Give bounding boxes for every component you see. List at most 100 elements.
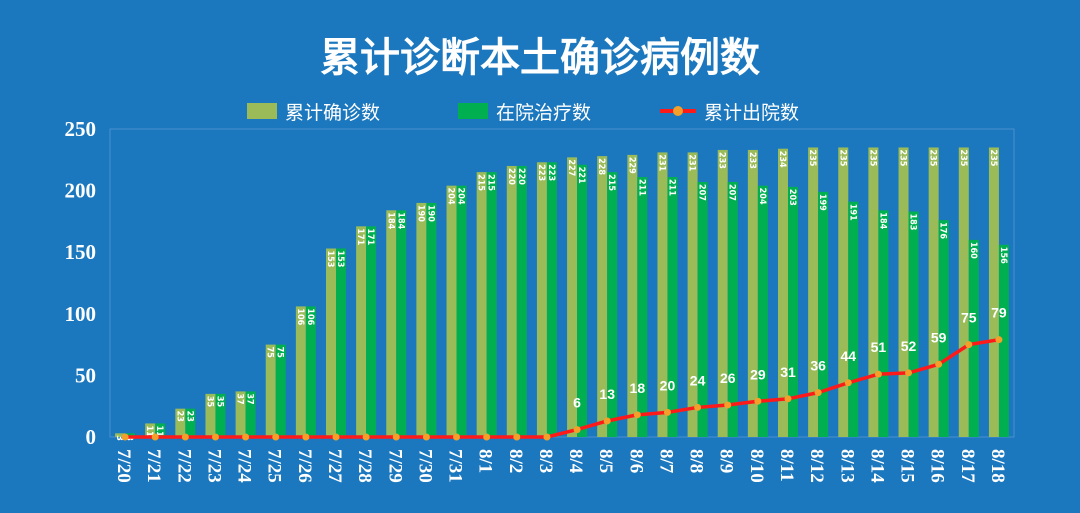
bar-label-hospitalized: 171 [365, 228, 375, 245]
bar-label-hospitalized: 215 [486, 174, 496, 191]
bar-label-hospitalized: 211 [636, 179, 646, 196]
legend-item-confirmed: 累计确诊数 [247, 97, 380, 125]
legend-item-hospitalized: 在院治疗数 [458, 97, 591, 125]
bar-label-hospitalized: 221 [576, 167, 586, 184]
bar-label-hospitalized: 203 [787, 189, 797, 206]
bar-hospitalized [396, 210, 407, 437]
bar-confirmed [778, 148, 788, 437]
bar-label-confirmed: 234 [777, 151, 787, 168]
bar-label-confirmed: 227 [566, 159, 576, 176]
bar-hospitalized [697, 181, 708, 437]
bar-hospitalized [667, 177, 678, 437]
bar-confirmed [356, 226, 367, 437]
point-discharged [242, 433, 250, 441]
point-discharged [302, 433, 310, 441]
bar-hospitalized [336, 248, 346, 437]
bar-label-hospitalized: 190 [425, 205, 435, 222]
x-tick-label: 8/8 [686, 449, 707, 473]
point-discharged [663, 408, 671, 416]
bar-label-hospitalized: 204 [456, 188, 466, 205]
bar-label-hospitalized: 156 [998, 247, 1008, 264]
bar-label-confirmed: 231 [687, 154, 697, 171]
bar-confirmed [687, 152, 698, 437]
bar-label-hospitalized: 215 [606, 174, 616, 191]
bar-hospitalized [215, 393, 226, 437]
point-label-discharged: 20 [660, 377, 676, 393]
point-discharged [181, 433, 189, 441]
bar-label-confirmed: 229 [626, 157, 636, 174]
bar-label-confirmed: 235 [898, 149, 908, 166]
bar-label-confirmed: 233 [747, 152, 757, 169]
bar-confirmed [416, 202, 427, 437]
bar-hospitalized [938, 220, 949, 437]
bar-confirmed [958, 147, 969, 438]
bar-label-hospitalized: 153 [335, 251, 345, 268]
bar-label-confirmed: 3 [114, 435, 124, 441]
point-discharged [784, 395, 792, 403]
bar-label-hospitalized: 207 [727, 184, 737, 201]
x-tick-label: 8/16 [927, 449, 948, 483]
x-tick-label: 8/18 [987, 449, 1008, 483]
y-tick-label: 200 [65, 179, 97, 203]
x-tick-label: 8/6 [625, 449, 646, 473]
y-tick-label: 50 [75, 363, 96, 387]
bar-confirmed [868, 147, 879, 438]
legend-label-confirmed: 累计确诊数 [285, 101, 381, 124]
x-tick-label: 7/24 [234, 449, 255, 483]
bar-hospitalized [486, 172, 497, 437]
bar-label-confirmed: 223 [536, 164, 546, 181]
point-discharged [513, 433, 521, 441]
x-tick-label: 8/9 [716, 449, 737, 473]
x-tick-label: 8/10 [746, 449, 767, 483]
point-label-discharged: 24 [690, 372, 706, 388]
bar-confirmed [627, 154, 638, 437]
bar-confirmed [597, 156, 608, 437]
x-tick-label: 7/29 [384, 449, 405, 483]
point-label-discharged: 13 [599, 386, 615, 402]
bar-label-confirmed: 215 [476, 174, 486, 191]
bar-hospitalized [275, 344, 286, 437]
point-discharged [935, 360, 943, 368]
bar-hospitalized [757, 185, 768, 437]
bar-label-hospitalized: 223 [546, 164, 556, 181]
bar-hospitalized [607, 172, 618, 437]
x-tick-label: 7/31 [445, 449, 466, 483]
point-discharged [483, 433, 491, 441]
point-label-discharged: 51 [871, 339, 887, 355]
bar-label-confirmed: 235 [958, 149, 968, 166]
bar-confirmed [326, 248, 336, 437]
point-discharged [543, 433, 551, 441]
bar-confirmed [175, 408, 186, 437]
point-discharged [422, 433, 430, 441]
bar-hospitalized [245, 391, 256, 437]
bar-confirmed [898, 147, 909, 438]
point-discharged [121, 433, 129, 441]
point-discharged [724, 401, 732, 409]
x-tick-label: 8/2 [505, 449, 526, 473]
line-discharged [125, 337, 1000, 439]
x-tick-label: 7/23 [203, 449, 224, 483]
bar-hospitalized [637, 177, 648, 437]
bar-hospitalized [456, 185, 467, 437]
x-tick-label: 7/30 [414, 449, 435, 483]
bar-hospitalized [727, 181, 738, 437]
bar-label-confirmed: 220 [506, 168, 516, 185]
point-label-discharged: 6 [573, 395, 581, 411]
point-discharged [272, 433, 280, 441]
point-discharged [874, 370, 882, 378]
bar-confirmed [446, 185, 457, 437]
bar-label-confirmed: 153 [325, 251, 335, 268]
point-label-discharged: 44 [840, 348, 856, 364]
bar-label-hospitalized: 204 [757, 188, 767, 205]
y-tick-label: 100 [65, 302, 97, 326]
bar-confirmed [988, 147, 999, 438]
bar-confirmed [235, 391, 246, 437]
y-tick-label: 0 [86, 425, 97, 449]
x-tick-label: 8/13 [836, 449, 857, 483]
plot-border [109, 128, 1015, 438]
x-tick-label: 7/20 [113, 449, 134, 483]
bar-label-confirmed: 235 [988, 149, 998, 166]
x-tick-label: 7/22 [173, 449, 194, 483]
